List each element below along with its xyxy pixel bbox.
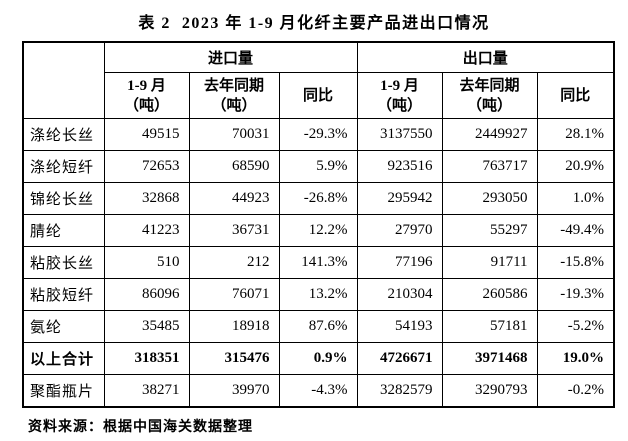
cell-export-yoy: -5.2% (536, 310, 615, 343)
cell-export-qty: 923516 (356, 150, 443, 183)
cell-export-yoy: -0.2% (536, 374, 615, 408)
cell-export-qty: 4726671 (356, 342, 443, 375)
table-row: 氨纶 35485 18918 87.6% 54193 57181 -5.2% (22, 310, 615, 343)
col-header-import-prev: 去年同期 （吨） (188, 72, 280, 119)
export-group-header: 出口量 (356, 41, 615, 73)
cell-import-prev: 68590 (188, 150, 280, 183)
cell-export-prev: 3290793 (441, 374, 538, 408)
cell-import-yoy: 12.2% (278, 214, 358, 247)
corner-cell (22, 41, 105, 119)
cell-import-qty: 86096 (103, 278, 190, 311)
cell-export-prev: 3971468 (441, 342, 538, 375)
cell-import-prev: 212 (188, 246, 280, 279)
table-row: 涤纶短纤 72653 68590 5.9% 923516 763717 20.9… (22, 150, 615, 183)
cell-export-qty: 54193 (356, 310, 443, 343)
row-label: 粘胶短纤 (22, 278, 105, 311)
cell-import-qty: 72653 (103, 150, 190, 183)
row-label: 氨纶 (22, 310, 105, 343)
col-header-line: （吨） (377, 97, 423, 114)
cell-import-qty: 41223 (103, 214, 190, 247)
cell-import-prev: 76071 (188, 278, 280, 311)
col-header-export-prev: 去年同期 （吨） (441, 72, 538, 119)
table-row: 聚酯瓶片 38271 39970 -4.3% 3282579 3290793 -… (22, 374, 615, 408)
row-label: 涤纶长丝 (22, 118, 105, 151)
col-header-import-yoy: 同比 (278, 72, 358, 119)
row-label: 腈纶 (22, 214, 105, 247)
cell-export-prev: 55297 (441, 214, 538, 247)
cell-export-qty: 27970 (356, 214, 443, 247)
cell-import-yoy: 0.9% (278, 342, 358, 375)
cell-import-prev: 70031 (188, 118, 280, 151)
col-header-line: 去年同期 (459, 77, 520, 94)
row-label: 锦纶长丝 (22, 182, 105, 215)
col-header-import-period: 1-9 月 （吨） (103, 72, 190, 119)
table-row-total: 以上合计 318351 315476 0.9% 4726671 3971468 … (22, 342, 615, 375)
cell-export-qty: 210304 (356, 278, 443, 311)
cell-import-prev: 315476 (188, 342, 280, 375)
col-header-line: 1-9 月 (127, 77, 166, 94)
cell-import-yoy: 5.9% (278, 150, 358, 183)
col-header-line: 1-9 月 (380, 77, 419, 94)
cell-import-qty: 49515 (103, 118, 190, 151)
table-row: 粘胶短纤 86096 76071 13.2% 210304 260586 -19… (22, 278, 615, 311)
row-label: 粘胶长丝 (22, 246, 105, 279)
cell-export-qty: 3282579 (356, 374, 443, 408)
table-caption: 表 2 2023 年 1-9 月化纤主要产品进出口情况 (138, 15, 490, 32)
table-row: 锦纶长丝 32868 44923 -26.8% 295942 293050 1.… (22, 182, 615, 215)
table-row: 涤纶长丝 49515 70031 -29.3% 3137550 2449927 … (22, 118, 615, 151)
col-header-line: （吨） (211, 97, 257, 114)
col-header-line: （吨） (467, 97, 513, 114)
cell-import-yoy: -29.3% (278, 118, 358, 151)
cell-import-yoy: -4.3% (278, 374, 358, 408)
cell-export-yoy: 1.0% (536, 182, 615, 215)
cell-export-yoy: 28.1% (536, 118, 615, 151)
source-note: 资料来源：根据中国海关数据整理 (28, 420, 253, 435)
cell-export-prev: 763717 (441, 150, 538, 183)
cell-import-yoy: 13.2% (278, 278, 358, 311)
cell-import-qty: 318351 (103, 342, 190, 375)
cell-export-prev: 91711 (441, 246, 538, 279)
row-label: 涤纶短纤 (22, 150, 105, 183)
import-export-table: 进口量 出口量 1-9 月 （吨） 去年同期 （吨） 同比 1-9 月 （吨） (22, 41, 616, 408)
cell-export-yoy: -19.3% (536, 278, 615, 311)
cell-export-yoy: -49.4% (536, 214, 615, 247)
cell-import-prev: 39970 (188, 374, 280, 408)
cell-import-qty: 510 (103, 246, 190, 279)
col-header-line: 去年同期 (203, 77, 264, 94)
cell-export-qty: 295942 (356, 182, 443, 215)
cell-export-yoy: 19.0% (536, 342, 615, 375)
cell-import-prev: 44923 (188, 182, 280, 215)
cell-import-yoy: 141.3% (278, 246, 358, 279)
cell-import-yoy: -26.8% (278, 182, 358, 215)
cell-export-prev: 57181 (441, 310, 538, 343)
table-row: 粘胶长丝 510 212 141.3% 77196 91711 -15.8% (22, 246, 615, 279)
cell-export-prev: 293050 (441, 182, 538, 215)
sub-header-row: 1-9 月 （吨） 去年同期 （吨） 同比 1-9 月 （吨） 去年同期 （吨）… (23, 72, 615, 119)
col-header-export-yoy: 同比 (536, 72, 615, 119)
cell-export-yoy: 20.9% (536, 150, 615, 183)
cell-import-qty: 38271 (103, 374, 190, 408)
row-label: 以上合计 (22, 342, 105, 375)
cell-import-yoy: 87.6% (278, 310, 358, 343)
cell-import-qty: 35485 (103, 310, 190, 343)
row-label: 聚酯瓶片 (22, 374, 105, 408)
cell-import-qty: 32868 (103, 182, 190, 215)
group-header-row: 进口量 出口量 (22, 41, 615, 119)
cell-import-prev: 18918 (188, 310, 280, 343)
cell-import-prev: 36731 (188, 214, 280, 247)
import-group-header: 进口量 (103, 41, 358, 73)
cell-export-qty: 77196 (356, 246, 443, 279)
cell-export-prev: 260586 (441, 278, 538, 311)
cell-export-prev: 2449927 (441, 118, 538, 151)
cell-export-qty: 3137550 (356, 118, 443, 151)
col-header-export-period: 1-9 月 （吨） (356, 72, 443, 119)
col-header-line: （吨） (123, 97, 169, 114)
table-row: 腈纶 41223 36731 12.2% 27970 55297 -49.4% (22, 214, 615, 247)
cell-export-yoy: -15.8% (536, 246, 615, 279)
